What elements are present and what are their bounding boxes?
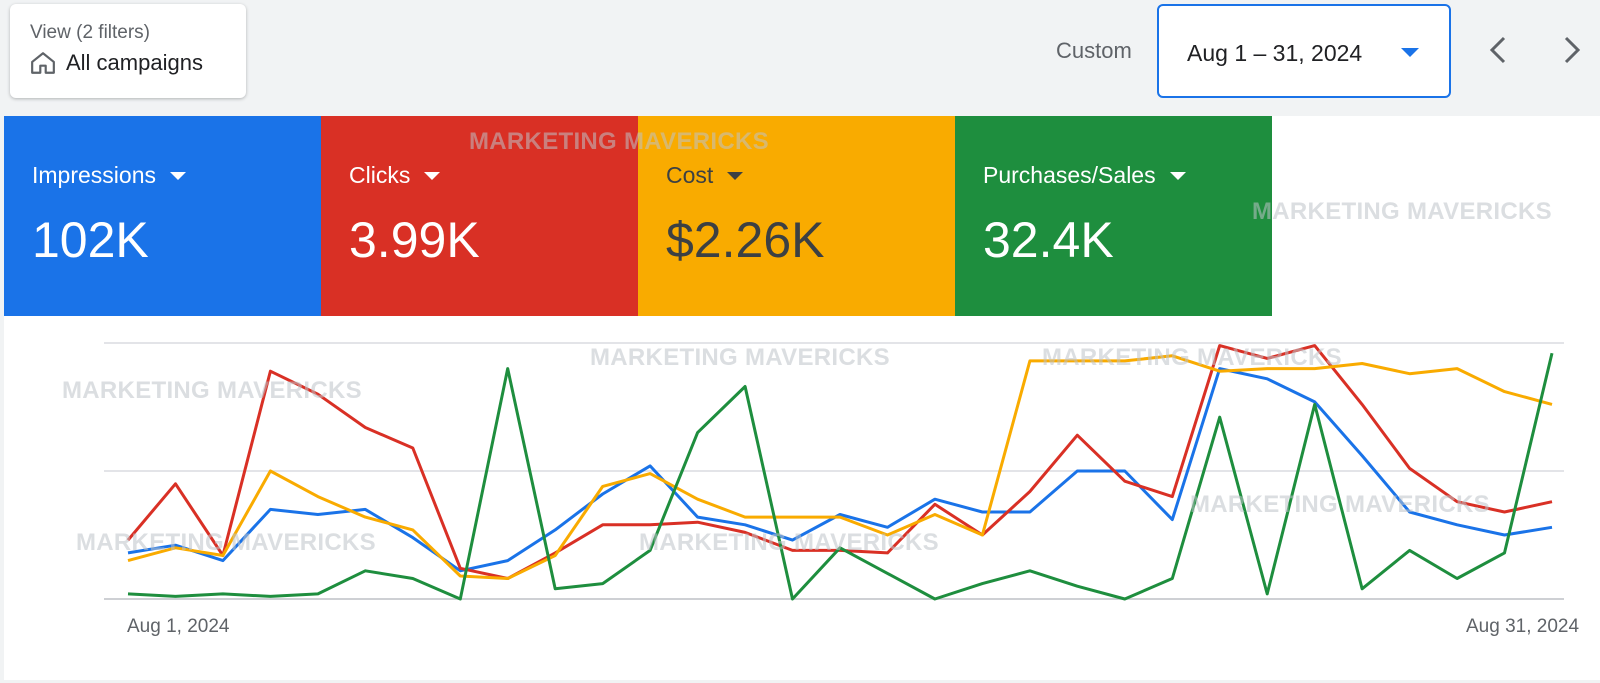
performance-panel: Impressions 102K Clicks 3.99K Cost $2.26…	[4, 116, 1600, 680]
metric-value: 32.4K	[983, 212, 1114, 268]
metric-value: $2.26K	[666, 212, 825, 268]
view-filter-title: All campaigns	[66, 50, 203, 75]
previous-period-button[interactable]	[1480, 30, 1516, 70]
chevron-right-icon	[1564, 36, 1581, 64]
performance-line-chart	[104, 342, 1564, 601]
metric-value: 3.99K	[349, 212, 480, 268]
x-tick-label-end: Aug 31, 2024	[1466, 616, 1580, 637]
home-icon	[31, 52, 55, 74]
caret-down-icon	[1169, 171, 1186, 180]
metric-value: 102K	[32, 212, 149, 268]
metric-tile-cost[interactable]: Cost $2.26K	[638, 116, 955, 316]
caret-down-icon	[727, 171, 744, 180]
metric-tile-impressions[interactable]: Impressions 102K	[4, 116, 321, 316]
series-line-3	[127, 352, 1554, 601]
metric-label: Purchases/Sales	[983, 162, 1156, 188]
date-range-picker[interactable]: Aug 1 – 31, 2024	[1157, 4, 1451, 98]
view-filter-subtitle: View (2 filters)	[30, 22, 151, 43]
dropdown-arrow-icon	[1401, 48, 1419, 57]
metric-tile-purchases-sales[interactable]: Purchases/Sales 32.4K	[955, 116, 1272, 316]
caret-down-icon	[169, 171, 186, 180]
metric-tile-clicks[interactable]: Clicks 3.99K	[321, 116, 638, 316]
next-period-button[interactable]	[1554, 30, 1590, 70]
view-filter-card[interactable]: View (2 filters) All campaigns	[10, 4, 246, 98]
metric-label: Impressions	[32, 162, 156, 188]
caret-down-icon	[424, 171, 441, 180]
x-tick-label-start: Aug 1, 2024	[127, 616, 230, 637]
series-line-1	[126, 344, 1553, 580]
date-range-value: Aug 1 – 31, 2024	[1187, 40, 1363, 66]
series-line-2	[127, 354, 1553, 580]
chevron-left-icon	[1489, 36, 1506, 64]
date-range-label: Custom	[1056, 38, 1132, 63]
metric-label: Cost	[666, 162, 714, 188]
metric-label: Clicks	[349, 162, 411, 188]
series-line-0	[127, 367, 1553, 573]
